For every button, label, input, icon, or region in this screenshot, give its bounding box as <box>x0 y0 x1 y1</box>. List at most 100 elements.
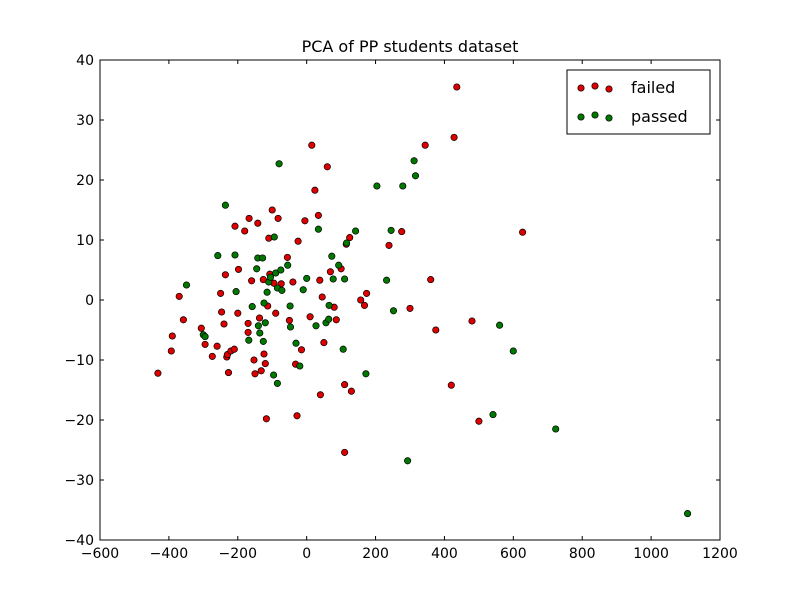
point-failed-60 <box>326 268 334 276</box>
point-failed-47 <box>293 412 301 420</box>
point-passed-25 <box>275 160 283 168</box>
ticks-layer: −600 −400 −200 0 200 400 600 800 1000 1200−40−30−… <box>64 53 737 562</box>
y-tick-label: 30 <box>76 113 94 129</box>
point-failed-79 <box>450 133 458 141</box>
point-failed-1 <box>167 347 175 355</box>
point-passed-36 <box>314 225 322 233</box>
point-failed-48 <box>294 237 302 245</box>
point-failed-30 <box>257 367 265 375</box>
point-failed-34 <box>262 415 270 423</box>
point-failed-18 <box>231 222 239 230</box>
point-passed-9 <box>253 265 261 273</box>
point-passed-55 <box>411 172 420 180</box>
legend: failed passed <box>566 69 711 135</box>
point-passed-6 <box>232 288 240 296</box>
point-passed-14 <box>259 337 267 345</box>
x-tick-label: 1000 <box>633 546 669 562</box>
x-tick-label: 600 <box>500 546 527 562</box>
point-failed-58 <box>320 339 328 347</box>
legend-marker-passed <box>605 114 613 122</box>
point-passed-28 <box>284 261 292 269</box>
point-failed-67 <box>346 234 354 242</box>
point-passed-47 <box>362 370 370 378</box>
legend-marker-passed <box>591 111 599 119</box>
point-failed-44 <box>285 316 293 324</box>
legend-label-passed: passed <box>631 107 688 126</box>
point-failed-7 <box>208 352 216 360</box>
point-passed-21 <box>270 233 278 241</box>
point-failed-57 <box>318 293 326 301</box>
y-tick-label: 40 <box>76 53 94 69</box>
x-tick-label: −200 <box>219 546 257 562</box>
point-failed-51 <box>306 313 314 321</box>
point-passed-0 <box>182 281 191 289</box>
point-passed-53 <box>404 457 412 465</box>
point-passed-50 <box>387 226 395 234</box>
point-passed-22 <box>272 269 280 277</box>
y-tick-label: 0 <box>85 293 94 309</box>
point-failed-50 <box>301 217 309 225</box>
point-failed-78 <box>447 381 455 389</box>
point-failed-71 <box>363 289 371 297</box>
point-passed-29 <box>286 302 294 310</box>
y-tick-label: 10 <box>76 233 94 249</box>
point-passed-54 <box>410 157 418 165</box>
point-failed-32 <box>260 350 268 358</box>
point-passed-5 <box>231 251 239 259</box>
point-failed-2 <box>168 332 176 340</box>
point-failed-54 <box>314 211 322 219</box>
point-passed-59 <box>552 425 560 433</box>
x-tick-label: 400 <box>431 546 458 562</box>
point-failed-45 <box>289 278 297 286</box>
legend-marker-failed <box>577 84 585 92</box>
point-failed-70 <box>360 301 369 309</box>
point-passed-17 <box>263 288 271 296</box>
point-failed-38 <box>268 206 276 214</box>
point-passed-12 <box>256 329 264 337</box>
point-failed-21 <box>241 227 249 235</box>
point-failed-19 <box>234 309 242 317</box>
point-passed-30 <box>286 323 295 331</box>
point-failed-12 <box>221 271 229 279</box>
point-failed-77 <box>432 326 440 334</box>
x-tick-label: 200 <box>362 546 389 562</box>
y-tick-label: −10 <box>64 353 94 369</box>
point-passed-33 <box>299 286 307 294</box>
point-failed-43 <box>283 253 291 261</box>
point-failed-29 <box>255 314 264 322</box>
point-failed-22 <box>244 319 252 327</box>
point-failed-40 <box>272 309 280 317</box>
point-passed-45 <box>343 239 351 247</box>
point-failed-15 <box>224 369 233 377</box>
point-failed-41 <box>274 214 282 222</box>
point-failed-81 <box>468 317 476 325</box>
chart-title: PCA of PP students dataset <box>302 37 519 56</box>
point-passed-13 <box>259 254 267 262</box>
point-passed-38 <box>325 315 333 323</box>
point-failed-28 <box>254 219 262 227</box>
point-failed-33 <box>261 360 269 368</box>
points-layer <box>154 83 692 518</box>
x-tick-label: −400 <box>150 546 188 562</box>
point-failed-76 <box>427 276 435 284</box>
point-failed-83 <box>519 228 527 236</box>
point-passed-57 <box>496 321 504 329</box>
point-passed-42 <box>335 261 343 269</box>
point-failed-62 <box>332 316 340 324</box>
x-tick-label: −600 <box>81 546 119 562</box>
point-passed-20 <box>270 371 278 379</box>
point-passed-11 <box>254 322 262 330</box>
point-failed-10 <box>218 308 226 316</box>
x-tick-label: 800 <box>569 546 596 562</box>
point-passed-31 <box>292 339 300 347</box>
point-failed-68 <box>347 387 355 395</box>
point-failed-69 <box>357 296 365 304</box>
point-failed-6 <box>201 340 209 348</box>
point-failed-23 <box>244 328 252 336</box>
point-failed-72 <box>385 241 393 249</box>
point-failed-0 <box>154 369 162 377</box>
point-passed-49 <box>383 276 391 284</box>
point-failed-64 <box>341 381 349 389</box>
point-passed-16 <box>261 319 269 327</box>
point-passed-2 <box>201 333 209 341</box>
